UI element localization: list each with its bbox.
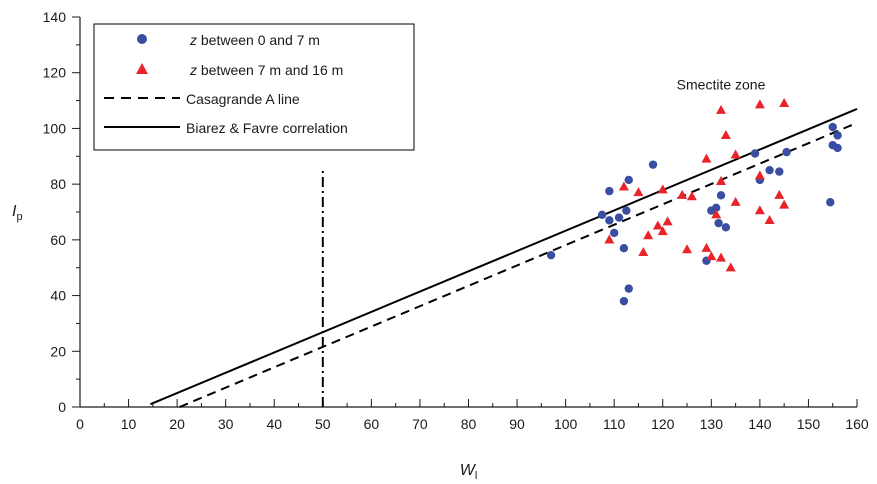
point-triangle-9 — [677, 189, 688, 199]
point-circle-22 — [782, 147, 791, 157]
point-triangle-24 — [754, 170, 765, 180]
x-tick-label-11: 110 — [603, 416, 626, 432]
y-tick-label-4: 80 — [50, 176, 66, 192]
point-circle-17 — [721, 223, 731, 232]
point-triangle-26 — [764, 214, 775, 224]
point-triangle-7 — [657, 226, 668, 236]
point-circle-27 — [833, 143, 842, 153]
point-triangle-0 — [604, 234, 615, 244]
point-triangle-13 — [701, 242, 712, 252]
point-circle-21 — [775, 167, 784, 176]
x-tick-label-6: 60 — [364, 416, 380, 432]
y-axis-label: Ip — [12, 203, 23, 223]
point-circle-24 — [828, 122, 837, 132]
annotation-smectite-zone: Smectite zone — [677, 76, 766, 92]
x-tick-label-0: 0 — [76, 416, 84, 432]
y-tick-label-7: 140 — [43, 9, 67, 25]
x-tick-label-16: 160 — [845, 416, 869, 432]
legend: z between 0 and 7 m z between 7 m and 16 … — [93, 23, 415, 151]
point-triangle-2 — [633, 187, 644, 197]
x-tick-label-4: 40 — [266, 416, 282, 432]
point-triangle-20 — [725, 262, 736, 272]
point-triangle-16 — [716, 104, 727, 114]
point-triangle-21 — [730, 149, 741, 159]
y-tick-label-0: 0 — [58, 399, 66, 415]
point-circle-26 — [833, 131, 842, 140]
point-circle-4 — [609, 228, 619, 238]
point-circle-9 — [624, 175, 633, 185]
point-triangle-19 — [720, 129, 731, 139]
legend-symbol-triangle — [136, 63, 148, 74]
point-circle-11 — [648, 160, 658, 169]
point-circle-1 — [597, 210, 607, 219]
point-triangle-29 — [779, 199, 790, 209]
point-circle-18 — [750, 149, 760, 158]
point-triangle-18 — [716, 252, 727, 262]
x-tick-label-1: 10 — [121, 416, 137, 432]
point-triangle-6 — [657, 184, 668, 194]
x-tick-label-7: 70 — [412, 416, 428, 432]
point-triangle-15 — [711, 209, 722, 219]
x-axis-label: Wl — [460, 462, 478, 482]
x-tick-label-8: 80 — [461, 416, 477, 432]
legend-label-2: Casagrande A line — [186, 91, 300, 107]
x-tick-label-14: 140 — [748, 416, 772, 432]
point-circle-6 — [619, 244, 629, 253]
x-tick-label-9: 90 — [509, 416, 525, 432]
point-circle-0 — [546, 250, 556, 260]
x-tick-label-5: 50 — [315, 416, 331, 432]
point-triangle-3 — [638, 246, 649, 256]
point-circle-20 — [765, 166, 774, 175]
x-tick-label-12: 120 — [651, 416, 675, 432]
y-tick-label-5: 100 — [43, 120, 67, 136]
point-triangle-12 — [701, 153, 712, 163]
point-triangle-11 — [686, 191, 697, 201]
point-circle-8 — [622, 206, 631, 215]
y-tick-label-2: 40 — [50, 288, 66, 304]
data-points — [546, 97, 842, 306]
y-tick-label-1: 20 — [50, 343, 66, 359]
legend-symbol-circle — [137, 34, 147, 44]
point-triangle-22 — [730, 196, 741, 206]
point-circle-5 — [614, 213, 624, 222]
point-triangle-28 — [779, 97, 790, 107]
legend-label-1: z between 7 m and 16 m — [189, 62, 343, 78]
y-tick-label-3: 60 — [50, 232, 66, 248]
point-triangle-23 — [754, 99, 765, 109]
point-triangle-17 — [716, 175, 727, 185]
x-tick-label-13: 130 — [700, 416, 724, 432]
point-triangle-5 — [652, 220, 663, 230]
point-circle-23 — [826, 198, 835, 207]
point-circle-10 — [624, 284, 633, 293]
casagrande-a-line-line — [179, 121, 858, 408]
point-triangle-8 — [662, 216, 673, 226]
x-tick-label-15: 150 — [797, 416, 821, 432]
point-triangle-4 — [643, 230, 654, 240]
legend-box — [93, 23, 415, 151]
point-triangle-25 — [754, 205, 765, 215]
point-circle-15 — [714, 218, 723, 228]
y-tick-label-6: 120 — [43, 65, 67, 81]
legend-label-0: z between 0 and 7 m — [189, 32, 320, 48]
axes: 0 10 20 30 40 50 60 70 80 90 100 110 120 130 140 150 160… — [12, 9, 869, 482]
point-triangle-1 — [618, 181, 629, 191]
x-tick-label-3: 30 — [218, 416, 234, 432]
point-circle-16 — [716, 191, 726, 200]
point-circle-7 — [619, 296, 629, 306]
x-tick-label-10: 100 — [554, 416, 578, 432]
x-tick-label-2: 20 — [169, 416, 185, 432]
point-circle-2 — [605, 216, 614, 225]
point-triangle-14 — [706, 251, 717, 261]
annotations: Smectite zone — [677, 76, 766, 92]
legend-label-3: Biarez & Favre correlation — [186, 120, 348, 136]
point-circle-3 — [605, 186, 614, 196]
point-triangle-27 — [774, 189, 785, 199]
point-circle-14 — [711, 203, 721, 213]
point-triangle-10 — [682, 244, 693, 254]
